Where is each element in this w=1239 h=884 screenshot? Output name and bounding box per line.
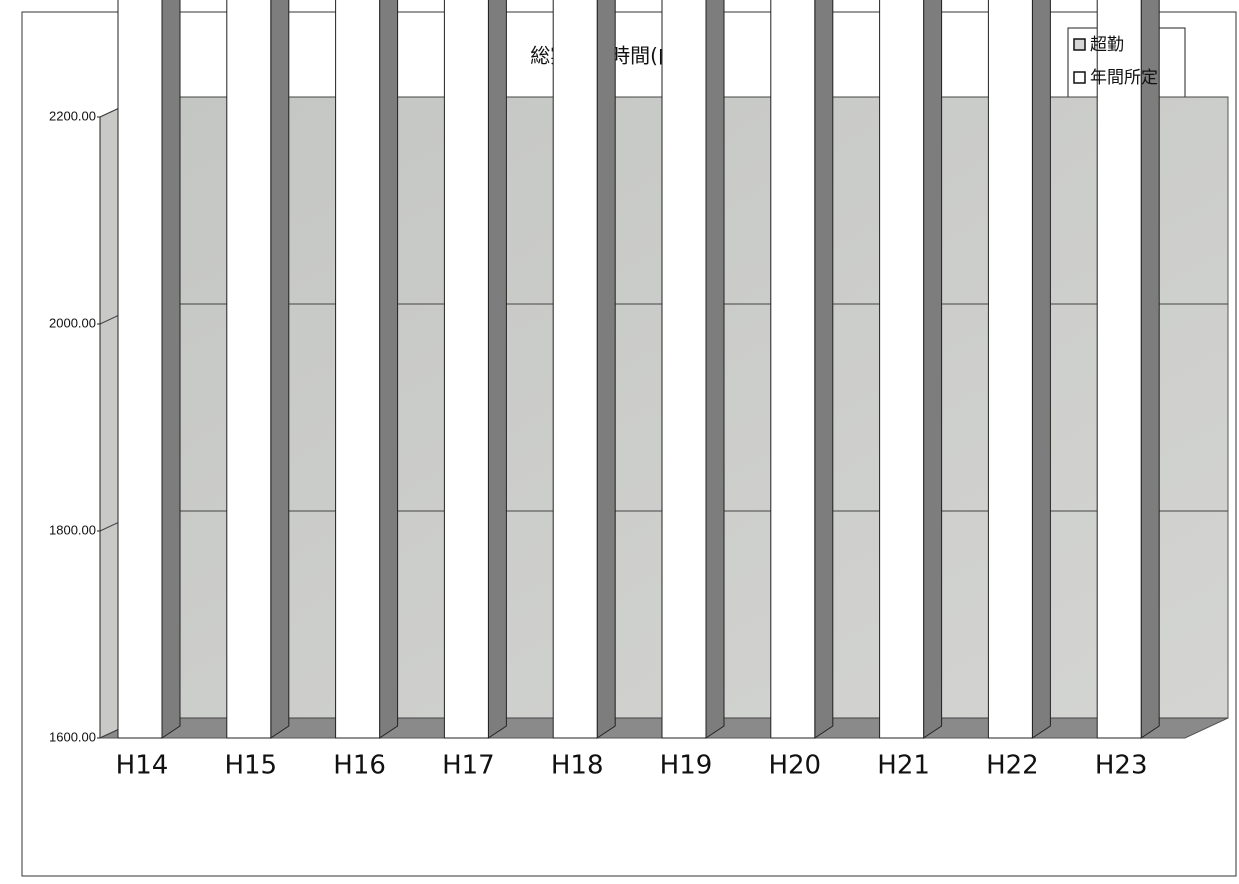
bar-side	[814, 0, 834, 739]
x-tick-label: H23	[1095, 751, 1148, 781]
bar	[226, 0, 272, 739]
bar-side	[923, 0, 943, 739]
bar	[987, 0, 1033, 739]
x-tick-label: H14	[116, 751, 169, 781]
bar	[879, 0, 925, 739]
bar-side	[596, 0, 616, 739]
bar-side	[487, 0, 507, 739]
legend-swatch	[1073, 38, 1086, 51]
bar	[661, 0, 707, 739]
x-tick-label: H20	[768, 751, 821, 781]
bar-side	[705, 0, 725, 739]
y-tick-label: 1800.00	[49, 522, 96, 537]
bar-side	[161, 0, 181, 739]
bar	[552, 0, 598, 739]
legend-label: 年間所定	[1090, 68, 1158, 88]
x-tick-label: H17	[442, 751, 495, 781]
x-tick-label: H21	[877, 751, 930, 781]
bar	[117, 0, 163, 739]
bar-side	[379, 0, 399, 739]
y-tick-label: 2200.00	[49, 108, 96, 123]
x-tick-label: H19	[660, 751, 713, 781]
bar	[443, 0, 489, 739]
legend-label: 超勤	[1090, 35, 1124, 55]
y-tick-label: 2000.00	[49, 315, 96, 330]
x-tick-label: H16	[333, 751, 386, 781]
x-tick-label: H15	[224, 751, 277, 781]
bar-side	[1140, 0, 1160, 739]
bar-side	[270, 0, 290, 739]
bar	[770, 0, 816, 739]
bar	[1096, 0, 1142, 739]
bar-side	[1031, 0, 1051, 739]
legend-swatch	[1073, 71, 1086, 84]
x-tick-label: H22	[986, 751, 1039, 781]
x-tick-label: H18	[551, 751, 604, 781]
y-tick-label: 1600.00	[49, 729, 96, 744]
bar	[335, 0, 381, 739]
